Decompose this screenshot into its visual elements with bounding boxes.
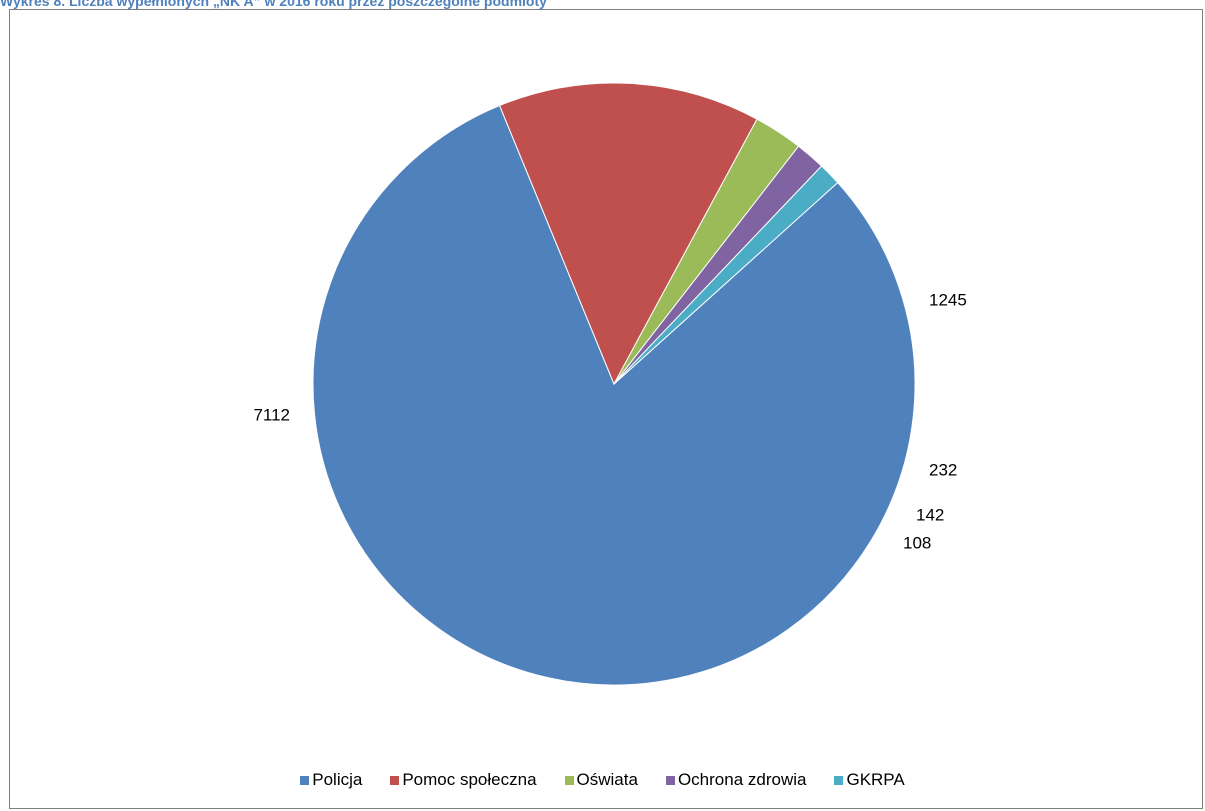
data-label-3: 142: [916, 505, 944, 524]
legend-item-4: GKRPA: [834, 770, 905, 790]
data-label-2: 232: [929, 460, 957, 479]
legend-item-0: Policja: [300, 770, 362, 790]
pie-slice-0: [312, 104, 916, 686]
legend-label-1: Pomoc społeczna: [402, 770, 537, 789]
legend-item-2: Oświata: [564, 770, 638, 790]
legend-item-3: Ochrona zdrowia: [665, 770, 807, 790]
legend-swatch-1: [390, 775, 400, 785]
data-label-0: 7112: [253, 405, 290, 424]
legend-label-2: Oświata: [576, 770, 638, 789]
data-label-4: 108: [903, 533, 931, 552]
legend-label-4: GKRPA: [846, 770, 905, 789]
data-label-1: 1245: [929, 290, 967, 309]
legend-swatch-4: [834, 775, 844, 785]
figure-caption: Wykres 8. Liczba wypełnionych „NK A” w 2…: [0, 0, 547, 9]
pie-slice-4: [613, 165, 839, 385]
legend-swatch-3: [665, 775, 675, 785]
chart-legend: Policja Pomoc społeczna Oświata Ochrona zdr…: [0, 767, 1205, 793]
legend-label-0: Policja: [312, 770, 363, 789]
pie-slice-1: [498, 82, 758, 386]
legend-label-3: Ochrona zdrowia: [677, 770, 807, 789]
legend-swatch-2: [564, 775, 574, 785]
legend-item-1: Pomoc społeczna: [390, 770, 537, 790]
legend-swatch-0: [300, 775, 310, 785]
